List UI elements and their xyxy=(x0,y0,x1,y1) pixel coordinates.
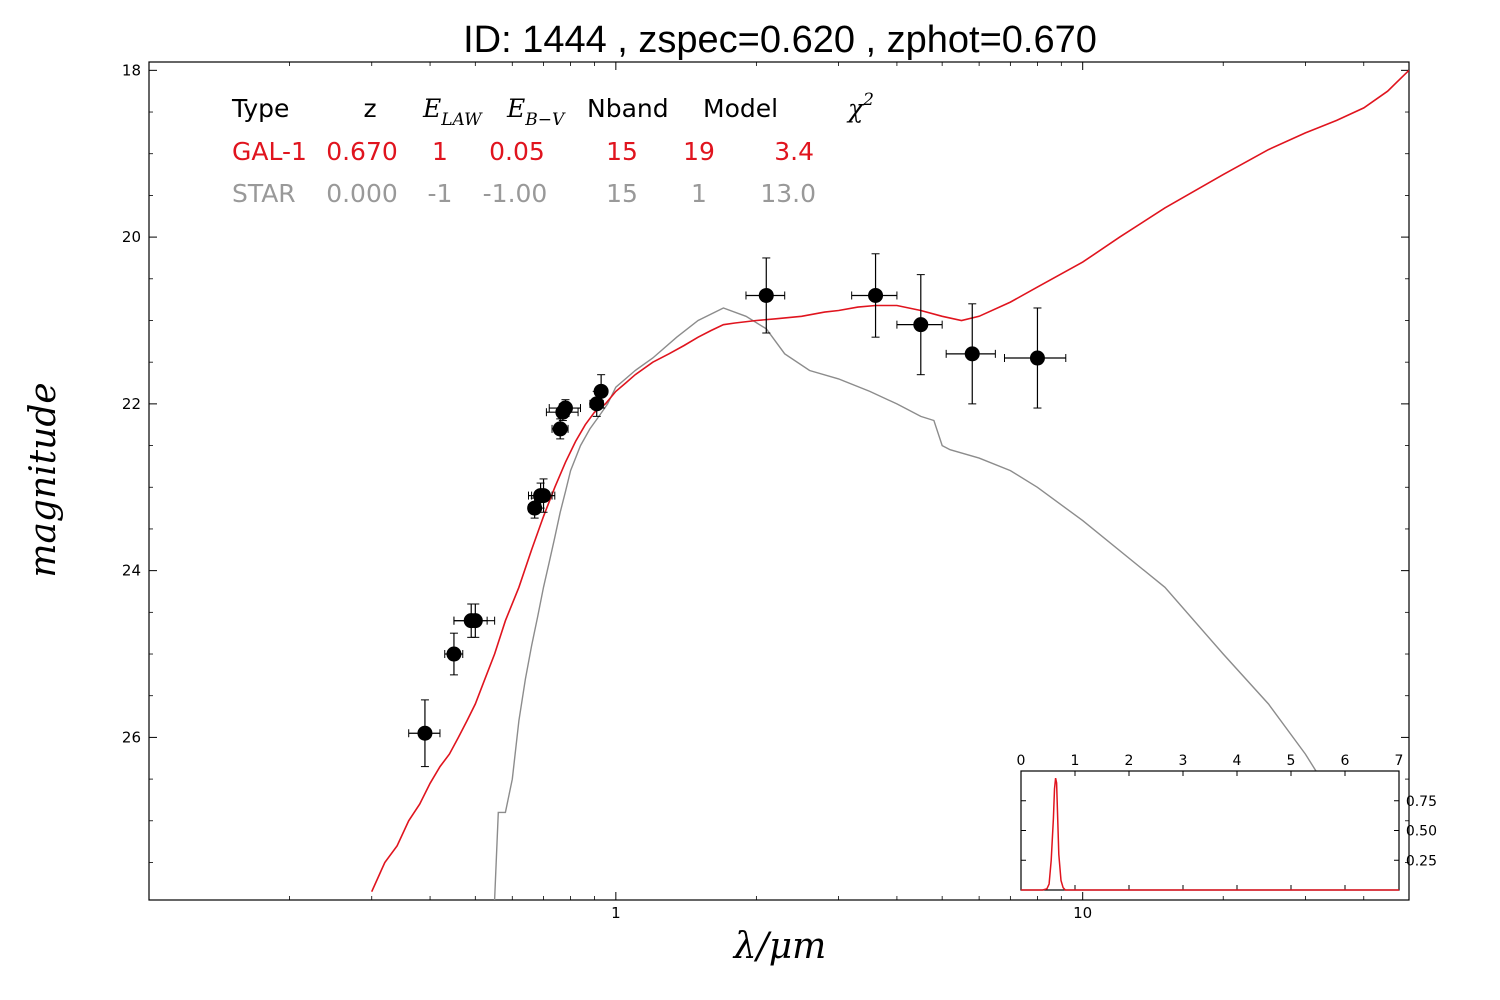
data-point xyxy=(531,478,556,513)
pdf-curve xyxy=(1021,777,1399,891)
data-point-marker xyxy=(913,317,929,333)
inset-x-tick-label: 5 xyxy=(1287,753,1296,769)
table-cell-model: 19 xyxy=(683,137,715,166)
data-point-marker xyxy=(536,488,552,504)
y-tick-label: 26 xyxy=(122,728,141,746)
table-header-chi2: χ2 xyxy=(846,90,874,123)
table-cell-z: 0.670 xyxy=(326,137,398,166)
inset-x-tick-label: 1 xyxy=(1071,753,1080,769)
x-tick-label: 1 xyxy=(611,904,621,922)
data-point-marker xyxy=(527,500,543,516)
table-header-ebv-sub: B−V xyxy=(524,110,566,130)
inset-y-tick-label: 0.75 xyxy=(1406,794,1437,810)
inset-x-tick-label: 0 xyxy=(1017,753,1026,769)
main-model-curves xyxy=(370,69,1409,900)
data-point-marker xyxy=(557,400,573,416)
table-header-nband: Nband xyxy=(587,94,669,123)
inset-x-tick-label: 2 xyxy=(1125,753,1134,769)
table-header-type: Type xyxy=(231,94,289,123)
data-point-marker xyxy=(964,346,980,362)
table-header-elaw-sub: LAW xyxy=(440,110,483,130)
data-point-marker xyxy=(467,613,483,629)
data-point xyxy=(851,253,898,338)
inset-pdf-curve xyxy=(1021,777,1399,891)
inset-x-tick-label: 6 xyxy=(1341,753,1350,769)
y-tick-label: 18 xyxy=(122,61,141,79)
table-header-elaw: ELAW xyxy=(422,94,483,130)
y-tick-label: 22 xyxy=(122,395,141,413)
data-point xyxy=(593,374,609,409)
data-point xyxy=(945,303,996,405)
photometry-points xyxy=(408,253,1067,768)
data-point xyxy=(1003,307,1067,409)
x-tick-label: 10 xyxy=(1073,904,1092,922)
y-tick-label: 24 xyxy=(122,562,141,580)
table-cell-type: GAL-1 xyxy=(232,137,307,166)
data-point xyxy=(444,632,464,676)
data-point-marker xyxy=(417,725,433,741)
inset-plot-frame xyxy=(1020,770,1400,891)
table-header-ebv-e: E xyxy=(506,94,525,123)
inset-axis-ticks: 0 1 2 3 4 5 6 7 0.25 0.50 0.75 xyxy=(1017,753,1437,890)
table-header-z: z xyxy=(363,94,376,123)
table-cell-chi2: 13.0 xyxy=(760,179,816,208)
table-cell-chi2: 3.4 xyxy=(774,137,814,166)
data-point xyxy=(408,699,441,768)
table-header-model: Model xyxy=(703,94,778,123)
table-cell-model: 1 xyxy=(691,179,707,208)
data-point-marker xyxy=(593,383,609,399)
data-point-marker xyxy=(552,421,568,437)
inset-x-tick-label: 4 xyxy=(1233,753,1242,769)
data-point-marker xyxy=(758,287,774,303)
y-axis-label: magnitude xyxy=(23,382,64,577)
model-curve-gal-1 xyxy=(370,69,1409,893)
fit-table: Type z ELAW EB−V Nband Model χ2 GAL-1 0.… xyxy=(231,90,874,208)
data-point xyxy=(548,399,581,417)
inset-y-tick-label: 0.25 xyxy=(1406,853,1437,869)
table-cell-ebv: -1.00 xyxy=(483,179,548,208)
table-cell-ebv: 0.05 xyxy=(489,137,545,166)
data-point-marker xyxy=(446,646,462,662)
table-cell-nband: 15 xyxy=(606,137,638,166)
table-cell-type: STAR xyxy=(232,179,296,208)
table-row-galaxy: GAL-1 0.670 1 0.05 15 19 3.4 xyxy=(232,137,814,166)
table-header-elaw-e: E xyxy=(422,94,441,123)
data-point xyxy=(896,274,943,376)
inset-x-tick-label: 3 xyxy=(1179,753,1188,769)
table-cell-elaw: -1 xyxy=(428,179,453,208)
table-header-ebv: EB−V xyxy=(506,94,566,130)
x-axis-label: λ/μm xyxy=(732,926,826,967)
table-header-chi-sup: 2 xyxy=(862,90,874,110)
data-point-marker xyxy=(1029,350,1045,366)
table-cell-nband: 15 xyxy=(606,179,638,208)
data-point xyxy=(551,418,569,440)
inset-x-tick-label: 7 xyxy=(1395,753,1404,769)
table-row-star: STAR 0.000 -1 -1.00 15 1 13.0 xyxy=(232,179,816,208)
table-cell-z: 0.000 xyxy=(326,179,398,208)
table-cell-elaw: 1 xyxy=(432,137,448,166)
y-tick-label: 20 xyxy=(122,228,141,246)
data-point-marker xyxy=(868,287,884,303)
data-point xyxy=(453,603,496,638)
model-curve-star xyxy=(493,307,1389,900)
data-point xyxy=(745,257,786,334)
table-header-chi: χ xyxy=(846,94,865,123)
main-plot-frame xyxy=(148,61,1410,901)
figure-title: ID: 1444 , zspec=0.620 , zphot=0.670 xyxy=(463,19,1097,61)
inset-y-tick-label: 0.50 xyxy=(1406,824,1437,840)
